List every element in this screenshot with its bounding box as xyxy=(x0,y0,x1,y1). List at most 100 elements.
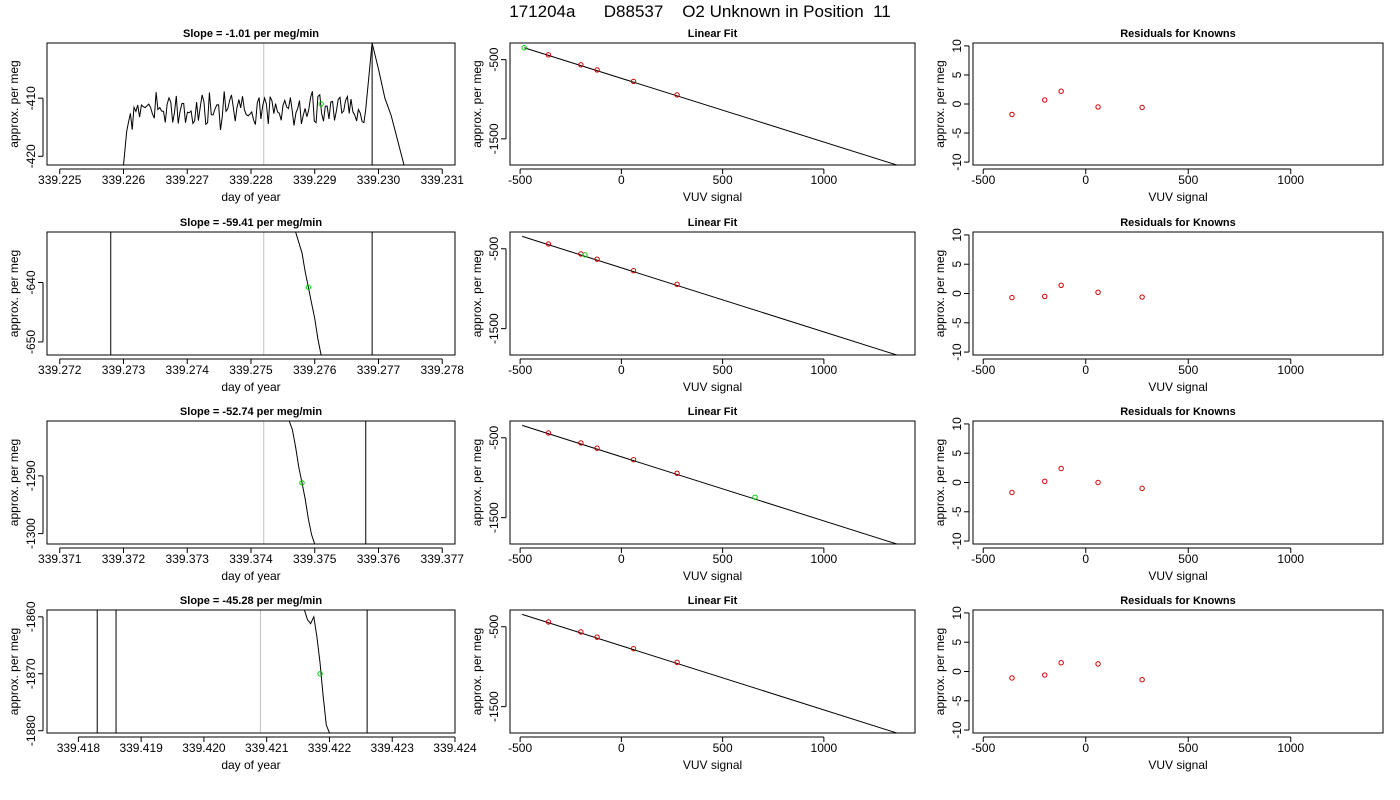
y-tick-label: -500 xyxy=(487,614,501,638)
plot-area xyxy=(96,610,368,733)
known-point xyxy=(630,457,637,463)
x-tick-label: 339.421 xyxy=(245,741,289,755)
x-tick-label: 339.372 xyxy=(102,552,146,566)
x-tick-label: -500 xyxy=(971,552,995,566)
x-axis-label: day of year xyxy=(221,190,280,204)
y-tick-label: 10 xyxy=(950,606,964,620)
residual-point xyxy=(1095,661,1101,667)
chart-title: Linear Fit xyxy=(688,595,738,607)
x-axis-label: VUV signal xyxy=(683,569,742,583)
x-tick-label: 0 xyxy=(618,552,625,566)
unknown-point xyxy=(317,671,323,677)
unknown-point xyxy=(318,101,324,107)
x-tick-label: 339.418 xyxy=(57,741,101,755)
residual-point xyxy=(1139,104,1145,111)
residual-point xyxy=(1042,293,1048,300)
known-point xyxy=(545,430,552,436)
residual-point xyxy=(1095,479,1101,486)
y-tick-label: -1500 xyxy=(487,502,501,533)
x-axis-label: VUV signal xyxy=(1148,380,1207,394)
y-tick-label: 5 xyxy=(950,261,964,268)
chart-title: Residuals for Knowns xyxy=(1120,595,1236,607)
chart-panel-6: Residuals for Knowns VUV signal approx. pe… xyxy=(933,217,1384,394)
chart-title: Residuals for Knowns xyxy=(1120,406,1236,418)
y-axis-label: approx. per meg xyxy=(933,628,947,715)
x-tick-label: 339.375 xyxy=(293,552,337,566)
x-axis-label: day of year xyxy=(221,380,280,394)
plot-frame xyxy=(509,420,916,545)
y-tick-label: -500 xyxy=(487,236,501,260)
chart-panel-1: Slope = -1.01 per meg/min day of year appr… xyxy=(7,28,464,204)
chart-title: Residuals for Knowns xyxy=(1120,28,1236,40)
chart-panel-7: Slope = -52.74 per meg/min day of year app… xyxy=(7,406,464,583)
plot-frame xyxy=(972,609,1384,734)
y-axis-label: approx. per meg xyxy=(7,250,21,337)
chart-panel-3: Residuals for Knowns VUV signal approx. pe… xyxy=(933,28,1384,204)
y-axis-label: approx. per meg xyxy=(7,60,21,147)
y-tick-label: -10 xyxy=(950,721,964,739)
known-point xyxy=(630,646,637,652)
plot-frame xyxy=(972,42,1384,166)
y-tick-label: -5 xyxy=(950,695,964,706)
plot-area xyxy=(1009,88,1145,118)
y-axis-label: approx. per meg xyxy=(470,628,484,715)
x-tick-label: 339.373 xyxy=(166,552,210,566)
x-tick-label: 339.274 xyxy=(166,363,210,377)
y-tick-label: 0 xyxy=(950,100,964,107)
x-tick-label: 339.272 xyxy=(38,363,82,377)
fit-line xyxy=(521,235,899,355)
residual-point xyxy=(1058,660,1064,666)
x-tick-label: 339.420 xyxy=(182,741,226,755)
x-axis-label: VUV signal xyxy=(1148,758,1207,772)
y-tick-label: -640 xyxy=(24,270,38,294)
x-axis-label: VUV signal xyxy=(683,758,742,772)
residual-point xyxy=(1095,104,1101,110)
x-tick-label: 0 xyxy=(618,363,625,377)
x-tick-label: -500 xyxy=(971,363,995,377)
y-tick-label: 10 xyxy=(950,417,964,431)
x-axis-label: day of year xyxy=(221,569,280,583)
signal-trace xyxy=(295,232,322,355)
known-point xyxy=(594,634,600,640)
y-axis-label: approx. per meg xyxy=(470,439,484,526)
plot-frame xyxy=(972,231,1384,356)
known-point xyxy=(545,241,552,247)
y-tick-label: 0 xyxy=(950,479,964,486)
x-tick-label: 1000 xyxy=(811,552,838,566)
fit-line xyxy=(521,613,899,733)
plot-area xyxy=(1009,282,1145,301)
y-axis-label: approx. per meg xyxy=(7,439,21,526)
y-tick-label: -10 xyxy=(950,532,964,550)
x-tick-label: 1000 xyxy=(1277,363,1304,377)
known-point xyxy=(630,78,637,85)
residual-point xyxy=(1009,294,1015,301)
signal-trace xyxy=(288,421,316,544)
y-tick-label: -1500 xyxy=(487,313,501,344)
residual-point xyxy=(1095,289,1101,296)
x-tick-label: 500 xyxy=(1178,741,1198,755)
plot-area xyxy=(521,45,899,165)
x-tick-label: 500 xyxy=(713,552,733,566)
x-axis-label: VUV signal xyxy=(683,190,742,204)
x-tick-label: 500 xyxy=(1178,173,1198,187)
x-tick-label: 339.424 xyxy=(433,741,477,755)
plot-area xyxy=(521,235,899,355)
x-tick-label: 0 xyxy=(618,741,625,755)
x-tick-label: 0 xyxy=(618,173,625,187)
unknown-point xyxy=(752,494,758,500)
known-point xyxy=(545,52,552,58)
x-tick-label: 0 xyxy=(1082,363,1089,377)
plot-area xyxy=(521,424,899,544)
x-tick-label: -500 xyxy=(508,173,532,187)
chart-title: Slope = -59.41 per meg/min xyxy=(180,217,322,229)
known-point xyxy=(578,440,584,446)
x-tick-label: 1000 xyxy=(1277,173,1304,187)
chart-panel-12: Residuals for Knowns VUV signal approx. pe… xyxy=(933,595,1384,772)
x-tick-label: 339.226 xyxy=(102,173,146,187)
x-tick-label: 339.423 xyxy=(371,741,415,755)
residual-point xyxy=(1058,465,1064,472)
chart-panel-4: Slope = -59.41 per meg/min day of year app… xyxy=(7,217,464,394)
